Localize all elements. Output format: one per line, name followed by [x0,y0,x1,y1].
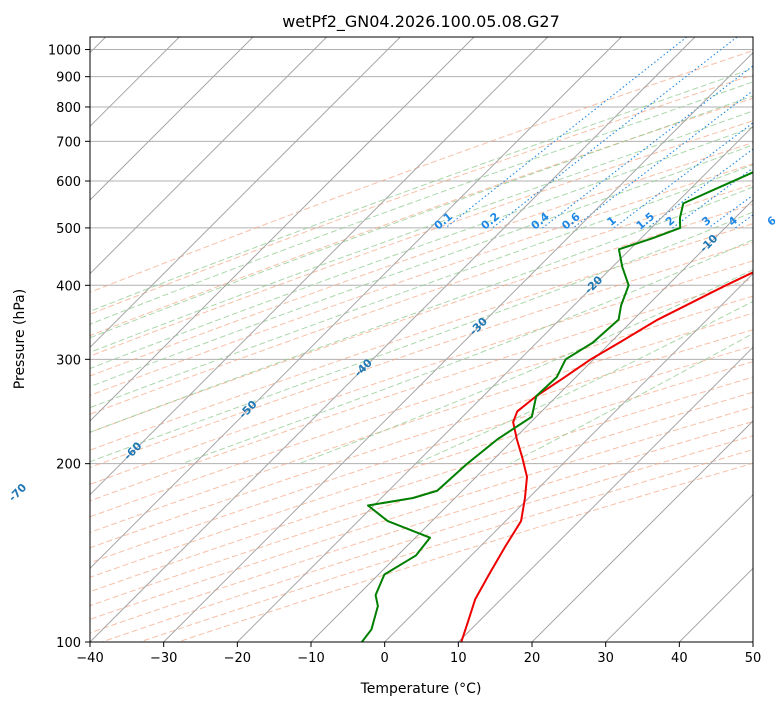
x-tick-label: 40 [671,651,688,666]
y-tick-label: 100 [56,636,81,651]
dry-adiabat [90,97,753,337]
data-series [361,171,753,642]
plot-frame [89,36,754,643]
isotherm-line [605,493,753,642]
axes: −40 −30 −20 −10 0 10 20 30 40 50 100 200 300 400 500 60… [48,44,761,666]
isotherm-line [531,420,753,642]
isotherm-line [163,51,753,642]
x-tick-label: 0 [381,651,389,666]
dry-adiabat [90,376,753,593]
dry-adiabat [90,278,753,502]
moist-adiabat [90,186,753,433]
moist-adiabat [90,81,753,325]
isotherm-line [384,272,753,642]
isotherm-line [90,37,475,422]
dry-adiabat [90,295,753,518]
isotherm-line [457,346,753,642]
dry-adiabat [90,241,753,469]
x-tick-label: −20 [224,651,251,666]
y-tick-label: 700 [56,135,81,150]
dry-adiabat [90,183,753,415]
x-tick-label: −40 [76,651,103,666]
mixing-ratio-line [542,65,753,229]
plot-area [90,37,753,642]
moist-adiabat [90,110,753,353]
x-axis-label: Temperature (°C) [360,681,482,697]
isotherm-line [236,125,753,642]
isotherm-line [90,37,401,349]
y-tick-label: 400 [56,279,81,294]
y-axis-label: Pressure (hPa) [12,289,28,389]
dry-adiabat [90,142,753,377]
x-tick-label: 50 [745,651,762,666]
dry-adiabat [90,163,753,396]
dry-adiabat [90,50,753,293]
moist-adiabat [181,239,753,465]
y-tick-label: 600 [56,175,81,190]
moist-adiabat [415,300,753,465]
moist-adiabat [90,164,753,409]
dry-adiabat [90,345,753,564]
moist-adiabat [90,67,753,312]
x-tick-label: 20 [524,651,541,666]
background-lines [90,37,753,642]
mixing-ratio-label: 6 [765,214,775,229]
y-tick-label: 900 [56,71,81,86]
mixing-ratio-line [672,167,753,229]
y-tick-label: 300 [56,353,81,368]
isotherm-line [90,37,696,642]
y-tick-label: 800 [56,101,81,116]
temperature-profile [460,271,753,642]
isotherm-line [90,37,328,275]
y-tick-label: 500 [56,222,81,237]
mixing-ratio-line [572,90,753,229]
isotherm-line [90,37,254,201]
x-tick-label: 10 [450,651,467,666]
isotherm-line [90,37,622,570]
x-tick-label: 30 [597,651,614,666]
moist-adiabat [90,126,753,370]
x-tick-label: −30 [150,651,177,666]
dry-adiabat [90,74,753,315]
dewpoint-profile [361,171,753,642]
moist-adiabat [90,95,753,339]
isotherm-line [90,37,549,496]
dry-adiabat [90,391,753,607]
y-tick-label: 1000 [48,44,81,59]
x-tick-label: −10 [297,651,324,666]
y-tick-label: 200 [56,458,81,473]
isotherm-line [310,199,753,642]
chart-title: wetPf2_GN04.2026.100.05.08.G27 [282,12,560,32]
